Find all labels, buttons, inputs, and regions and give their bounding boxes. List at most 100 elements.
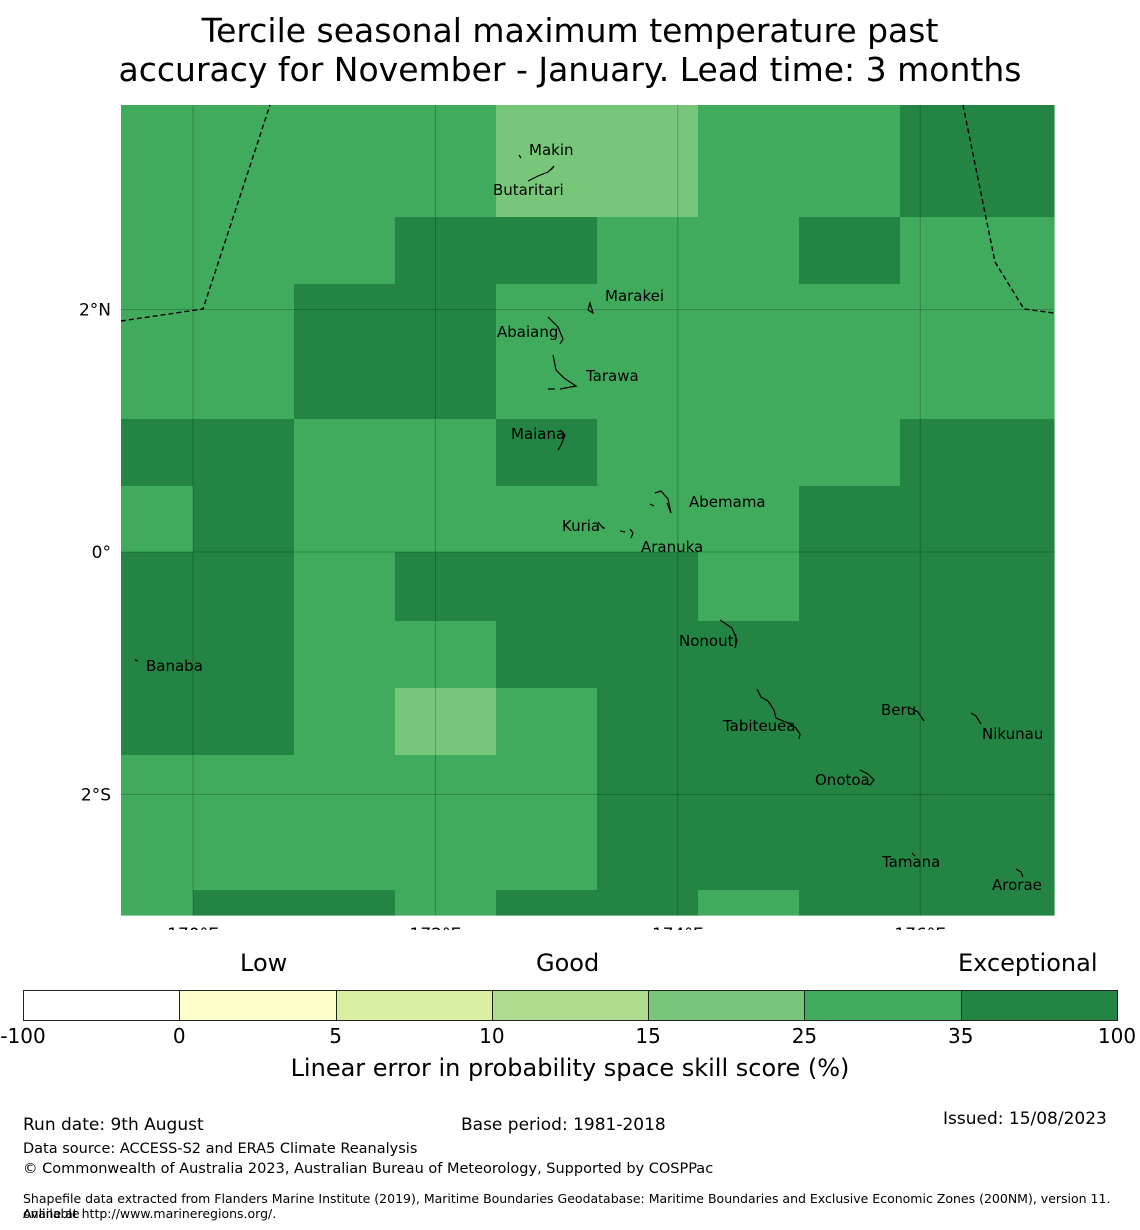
skill-cell	[799, 486, 901, 553]
island-outline	[1015, 868, 1024, 878]
skill-cell	[395, 351, 497, 420]
island-outline	[629, 528, 634, 539]
skill-cell	[1001, 284, 1055, 352]
skill-cell	[294, 890, 396, 916]
skill-cell	[294, 351, 396, 420]
skill-cell	[900, 284, 1002, 352]
skill-cell	[294, 823, 396, 891]
skill-cell	[395, 486, 497, 553]
skill-cell	[294, 552, 396, 622]
skill-cell	[294, 755, 396, 824]
skill-cell	[395, 284, 497, 352]
skill-cell	[597, 419, 699, 487]
skill-cell	[597, 284, 699, 352]
colorbar-tick-label: 0	[172, 1024, 186, 1048]
island-label-arorae: Arorae	[992, 876, 1042, 894]
skill-cell	[698, 105, 800, 149]
skill-cell	[193, 552, 295, 622]
skill-cell	[900, 105, 1002, 149]
skill-cell	[1001, 823, 1055, 891]
skill-cell	[294, 688, 396, 756]
latitude-label: 2°N	[79, 301, 111, 321]
skill-cell	[1001, 688, 1055, 756]
longitude-label: 170°E	[167, 925, 219, 930]
skill-cell	[1001, 621, 1055, 689]
shapefile-credit-line-2: online at http://www.marineregions.org/.	[23, 1206, 277, 1221]
base-period: Base period: 1981-2018	[461, 1115, 666, 1135]
skill-cell	[597, 105, 699, 149]
issued-date: Issued: 15/08/2023	[943, 1109, 1107, 1129]
skill-cell	[1001, 148, 1055, 218]
island-label-nonouti: Nonouti	[679, 632, 738, 650]
colorbar-tick-label: 10	[479, 1024, 505, 1048]
island-outline	[587, 300, 595, 315]
skill-cell	[121, 148, 194, 218]
skill-cell	[193, 419, 295, 487]
island-outline	[619, 530, 626, 533]
skill-cell	[597, 486, 699, 553]
skill-cell	[799, 823, 901, 891]
skill-cell	[900, 890, 1002, 916]
skill-cell	[294, 486, 396, 553]
island-outline	[907, 706, 925, 722]
colorbar-tick-label: 25	[791, 1024, 818, 1048]
skill-cell	[1001, 486, 1055, 553]
run-date: Run date: 9th August	[23, 1115, 204, 1135]
island-label-tabiteuea: Tabiteuea	[722, 717, 796, 735]
skill-cell	[395, 621, 497, 689]
longitude-label: 172°E	[410, 925, 462, 930]
island-label-beru: Beru	[881, 701, 916, 719]
skill-cell	[496, 217, 598, 285]
skill-cell	[799, 755, 901, 824]
island-label-banaba: Banaba	[146, 657, 203, 675]
skill-cell	[121, 217, 194, 285]
skill-cell	[294, 284, 396, 352]
longitude-label: 174°E	[652, 925, 704, 930]
skill-cell	[121, 105, 194, 149]
island-outline	[719, 619, 738, 649]
skill-cell	[395, 890, 497, 916]
island-coastlines	[134, 154, 1024, 878]
skill-cell	[193, 284, 295, 352]
copyright-notice: © Commonwealth of Australia 2023, Austra…	[23, 1161, 714, 1177]
island-outline	[756, 688, 801, 740]
skill-cell	[597, 755, 699, 824]
skill-cell	[496, 148, 598, 218]
island-outline	[552, 354, 578, 390]
skill-cell	[597, 217, 699, 285]
island-outline	[654, 490, 672, 514]
colorbar-tick-label: -100	[0, 1024, 46, 1048]
skill-cell	[597, 621, 699, 689]
skill-cell	[1001, 755, 1055, 824]
island-outline	[970, 712, 982, 725]
skill-cell	[698, 688, 800, 756]
skill-cell	[121, 419, 194, 487]
skill-cell	[597, 688, 699, 756]
skill-cell	[900, 148, 1002, 218]
data-source: Data source: ACCESS-S2 and ERA5 Climate …	[23, 1141, 418, 1157]
skill-cell	[193, 486, 295, 553]
skill-cell	[395, 105, 497, 149]
axis-labels: 2°N 0° 2°S 170°E 172°E 174°E 176°E	[79, 301, 946, 930]
skill-cell	[698, 486, 800, 553]
skill-cell	[597, 351, 699, 420]
skill-cell	[193, 755, 295, 824]
skill-cell	[698, 552, 800, 622]
island-label-onotoa: Onotoa	[815, 771, 870, 789]
island-outline	[518, 154, 522, 159]
skill-cell	[799, 351, 901, 420]
skill-cell	[121, 621, 194, 689]
colorbar-tick-label: 15	[635, 1024, 661, 1048]
island-label-tamana: Tamana	[881, 853, 940, 871]
island-label-maiana: Maiana	[511, 425, 565, 443]
skill-cell	[698, 890, 800, 916]
island-label-kuria: Kuria	[562, 517, 600, 535]
skill-cell	[597, 890, 699, 916]
skill-cell	[496, 890, 598, 916]
skill-cell	[698, 419, 800, 487]
island-label-aranuka: Aranuka	[641, 538, 703, 556]
skill-cell	[1001, 351, 1055, 420]
skill-cell	[1001, 419, 1055, 487]
skill-cell	[698, 351, 800, 420]
skill-cell	[698, 621, 800, 689]
